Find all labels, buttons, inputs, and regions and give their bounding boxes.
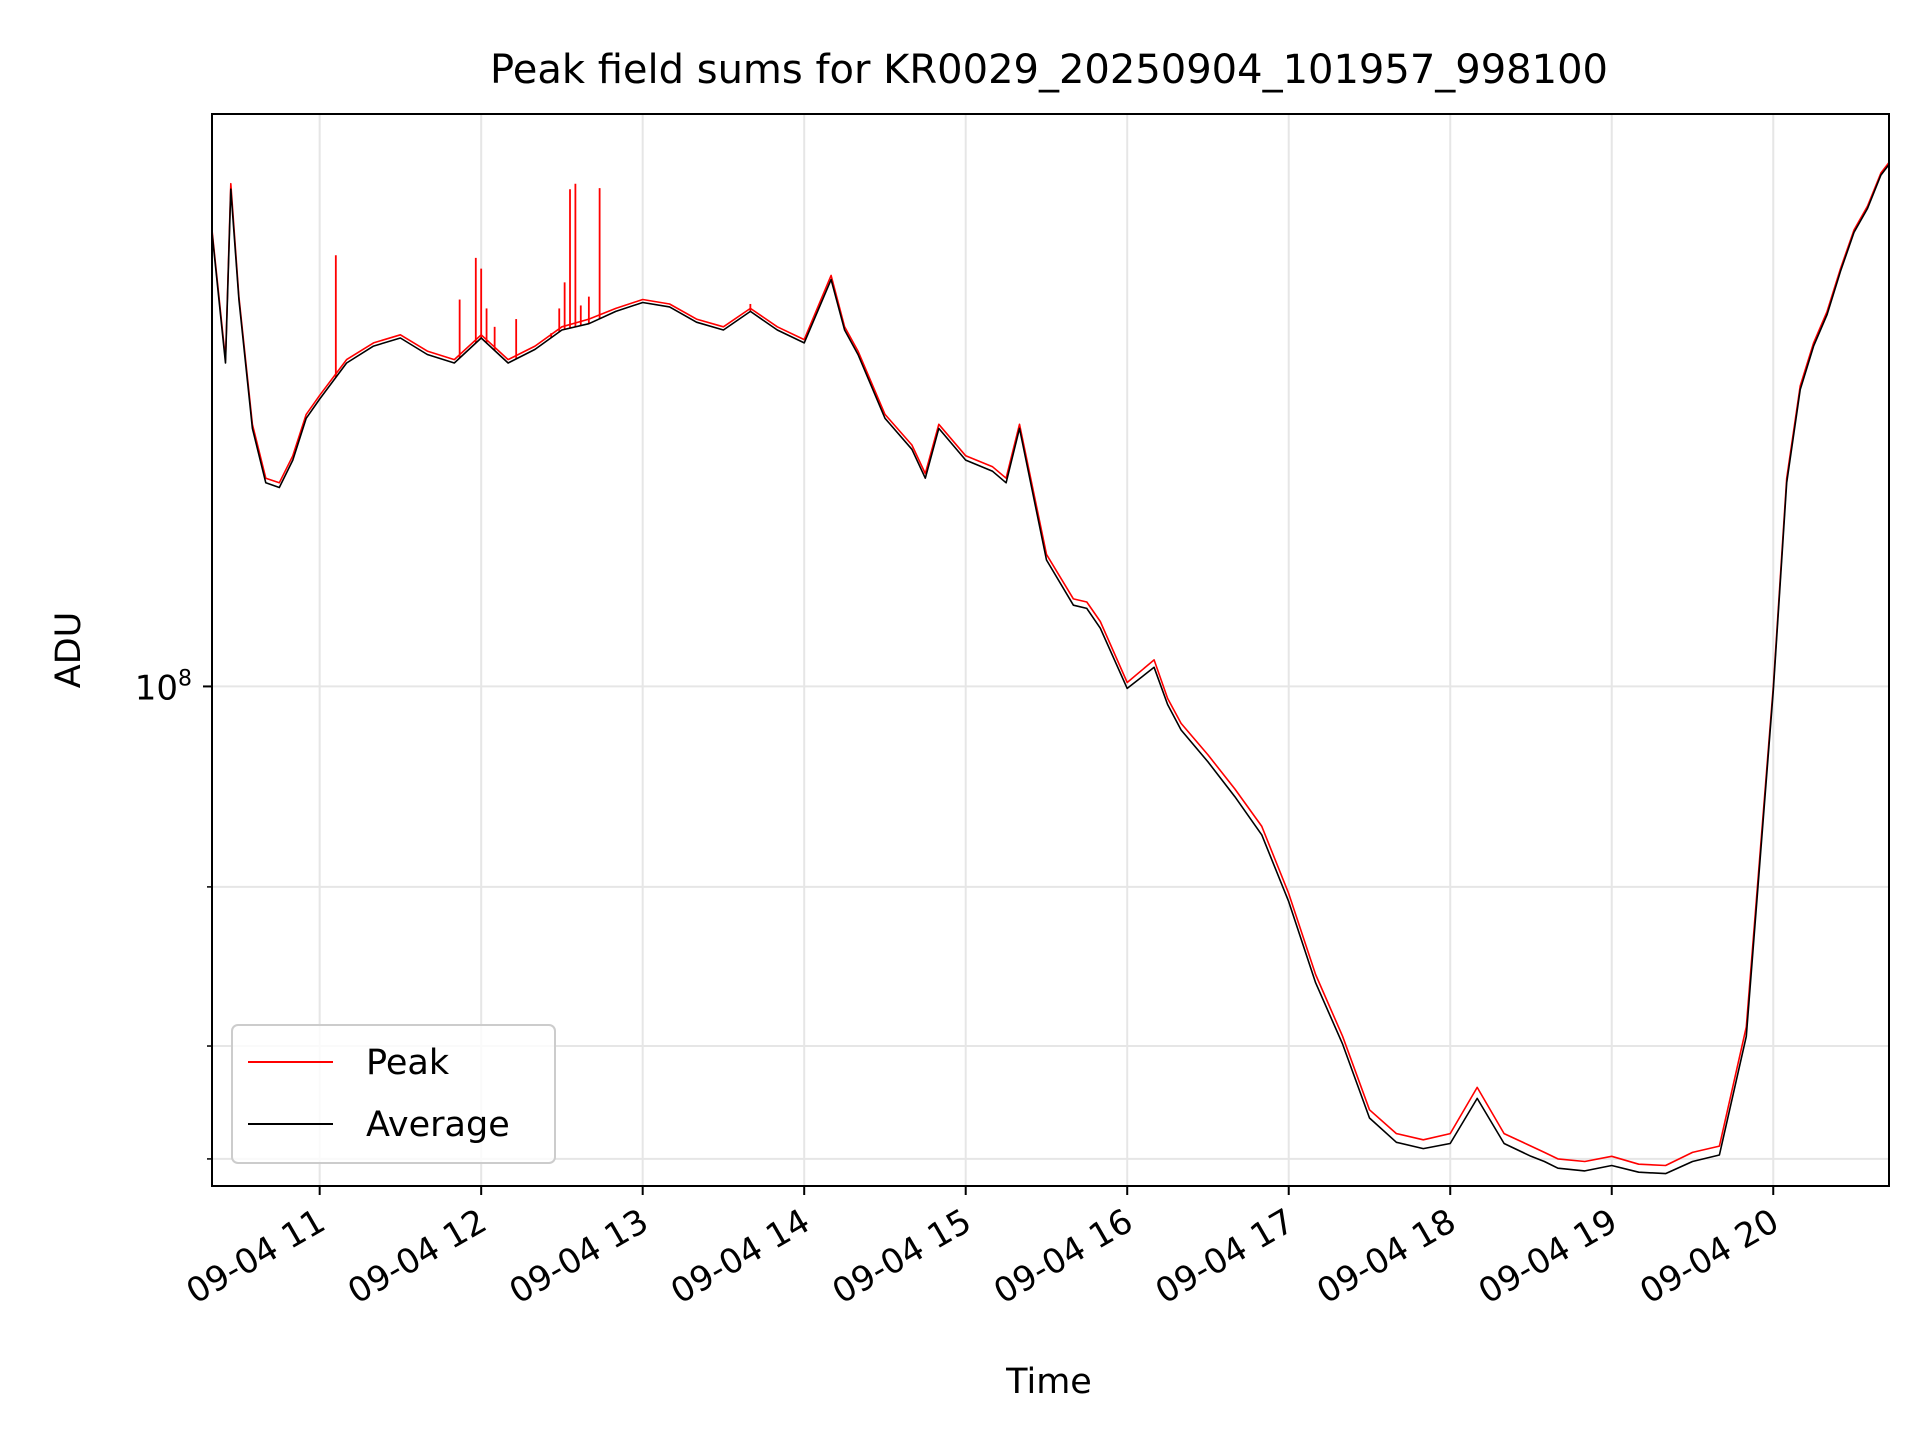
legend-box (231, 1024, 556, 1164)
y-axis-label: ADU (49, 612, 89, 689)
chart-title: Peak field sums for KR0029_20250904_1019… (490, 47, 1608, 93)
series-line-average (212, 164, 1889, 1175)
legend-average-label: Average (366, 1105, 510, 1145)
plot-frame (211, 113, 1890, 1187)
x-axis-label: Time (1005, 1362, 1092, 1402)
grid (212, 114, 1889, 1186)
series-line-peak (212, 162, 1889, 1167)
legend-peak-label: Peak (366, 1043, 450, 1083)
legend: Peak Average (231, 1024, 556, 1164)
plot-series (212, 162, 1889, 1175)
